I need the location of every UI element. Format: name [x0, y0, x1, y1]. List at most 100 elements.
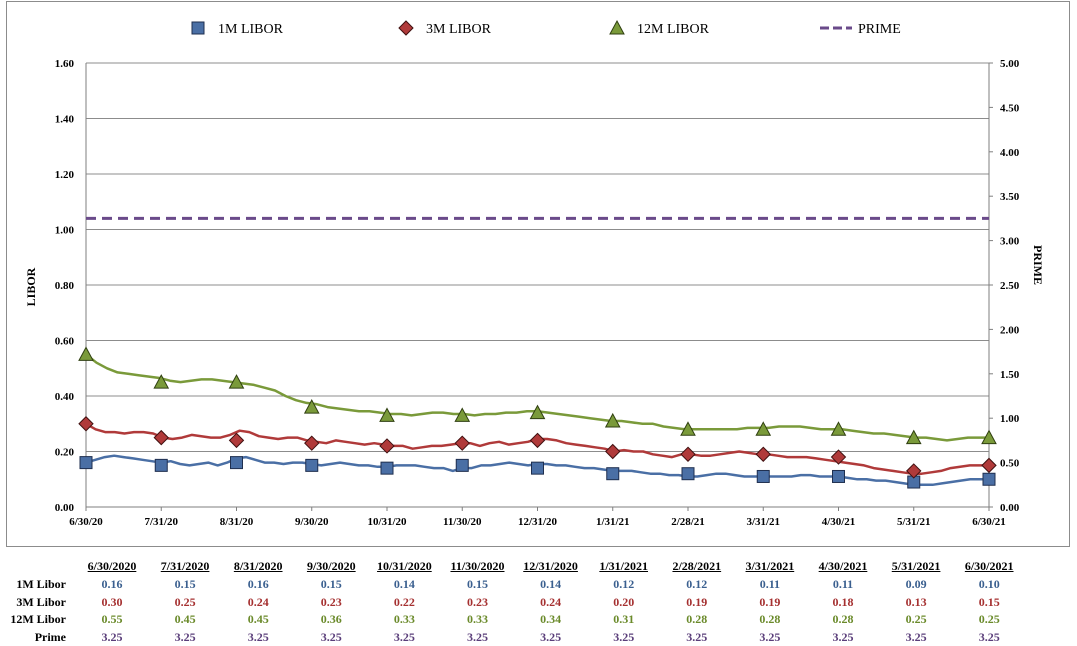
x-tick-label: 4/30/21	[822, 516, 856, 528]
y2-tick-label: 4.00	[1000, 147, 1020, 159]
y2-tick-label: 0.00	[1000, 502, 1020, 514]
12m-libor-point	[830, 421, 847, 436]
table-column-header: 4/30/2021	[818, 559, 868, 573]
table-cell: 3.25	[393, 629, 415, 644]
y2-tick-label: 0.50	[1000, 458, 1020, 470]
table-row-label: 12M Libor	[10, 612, 66, 626]
3m-libor-point	[906, 463, 922, 479]
y2-tick-label: 4.50	[1000, 102, 1020, 114]
chart-frame	[6, 1, 1070, 547]
table-row-label: Prime	[34, 629, 66, 644]
table-cell: 0.45	[174, 612, 196, 626]
12m-libor-point	[78, 346, 94, 361]
table-cell: 0.28	[832, 612, 854, 626]
table-cell: 0.24	[247, 594, 269, 609]
x-tick-label: 10/31/20	[367, 516, 407, 528]
legend-swatch	[398, 20, 414, 36]
3m-libor-point	[153, 429, 169, 446]
table-cell: 0.15	[978, 594, 1000, 609]
12m-libor-point	[379, 407, 395, 422]
3m-libor-point	[78, 416, 94, 432]
y-tick-label: 0.00	[55, 502, 75, 514]
1m-libor-point	[380, 461, 394, 475]
3m-libor-point	[228, 432, 245, 449]
3m-libor-point	[981, 457, 997, 474]
y2-tick-label: 5.00	[1000, 58, 1020, 70]
table-cell: 0.16	[247, 577, 269, 591]
table-column-header: 9/30/2020	[306, 559, 356, 573]
table-cell: 3.25	[174, 629, 196, 644]
3m-libor-point	[680, 446, 696, 462]
table-cell: 0.23	[467, 594, 488, 609]
3m-libor-point	[529, 432, 546, 449]
x-tick-label: 7/31/20	[144, 516, 178, 528]
table-column-header: 5/31/2021	[891, 559, 941, 573]
12m-libor-point	[981, 429, 997, 445]
y-tick-label: 0.20	[55, 447, 75, 459]
legend-swatch	[609, 19, 625, 35]
table-cell: 0.12	[613, 577, 635, 591]
x-tick-label: 2/28/21	[671, 516, 705, 528]
y2-tick-label: 3.00	[1000, 236, 1020, 248]
x-tick-label: 3/31/21	[746, 516, 780, 528]
y-tick-label: 0.40	[55, 391, 75, 403]
table-cell: 0.11	[759, 577, 781, 591]
12m-libor-series-line	[85, 353, 989, 442]
table-cell: 0.16	[101, 577, 123, 591]
table-column-header: 8/31/2020	[233, 559, 283, 573]
table-column-header: 11/30/2020	[450, 559, 505, 573]
1m-libor-point	[230, 456, 243, 470]
table-cell: 3.25	[320, 629, 342, 644]
12m-libor-point	[604, 412, 621, 428]
12m-libor-point	[228, 374, 245, 389]
y2-tick-label: 3.50	[1000, 191, 1020, 203]
table-cell: 3.25	[832, 629, 854, 644]
legend-label: PRIME	[858, 22, 901, 37]
table-cell: 3.25	[540, 629, 562, 644]
y2-tick-label: 2.50	[1000, 280, 1020, 292]
table-column-header: 7/31/2020	[160, 559, 210, 573]
table-cell: 0.23	[320, 594, 342, 609]
table-cell: 0.28	[686, 612, 708, 626]
table-cell: 0.33	[393, 612, 415, 626]
x-tick-label: 9/30/20	[295, 516, 329, 528]
legend-swatch	[191, 21, 205, 35]
table-cell: 0.14	[540, 577, 562, 591]
table-cell: 3.25	[905, 629, 927, 644]
y2-tick-label: 1.00	[1000, 413, 1020, 425]
table-cell: 3.25	[247, 629, 269, 644]
12m-libor-point	[680, 421, 696, 436]
table-cell: 0.14	[393, 577, 415, 591]
y-tick-label: 0.80	[55, 280, 75, 292]
12m-libor-point	[529, 404, 546, 420]
3m-libor-point	[379, 438, 395, 454]
table-cell: 0.55	[101, 612, 123, 626]
table-column-header: 1/31/2021	[599, 559, 649, 573]
table-cell: 3.25	[978, 629, 1000, 644]
table-cell: 0.18	[832, 594, 854, 609]
table-column-header: 3/31/2021	[745, 559, 795, 573]
1m-libor-point	[832, 469, 845, 483]
table-cell: 0.31	[613, 612, 635, 626]
y-axis-title: LIBOR	[24, 267, 38, 306]
12m-libor-point	[755, 421, 772, 436]
1m-libor-point	[531, 461, 544, 475]
x-tick-label: 6/30/21	[972, 516, 1006, 528]
x-tick-label: 1/31/21	[596, 516, 630, 528]
1m-libor-point	[154, 458, 168, 472]
table-cell: 0.19	[686, 594, 708, 609]
table-cell: 3.25	[467, 629, 488, 644]
table-cell: 0.09	[905, 577, 927, 591]
3m-libor-point	[454, 435, 470, 451]
y-tick-label: 1.00	[55, 225, 75, 237]
1m-libor-point	[79, 456, 93, 470]
table-column-header: 10/31/2020	[377, 559, 432, 573]
table-cell: 3.25	[686, 629, 708, 644]
1m-libor-point	[681, 467, 695, 481]
table-column-header: 6/30/2020	[87, 559, 137, 573]
1m-libor-point	[305, 458, 319, 472]
x-tick-label: 11/30/20	[443, 516, 482, 528]
rates-table: 6/30/2020 7/31/2020 8/31/2020 9/30/2020 10/3…	[0, 556, 1077, 645]
table-column-header: 12/31/2020	[523, 559, 578, 573]
x-tick-label: 12/31/20	[518, 516, 558, 528]
